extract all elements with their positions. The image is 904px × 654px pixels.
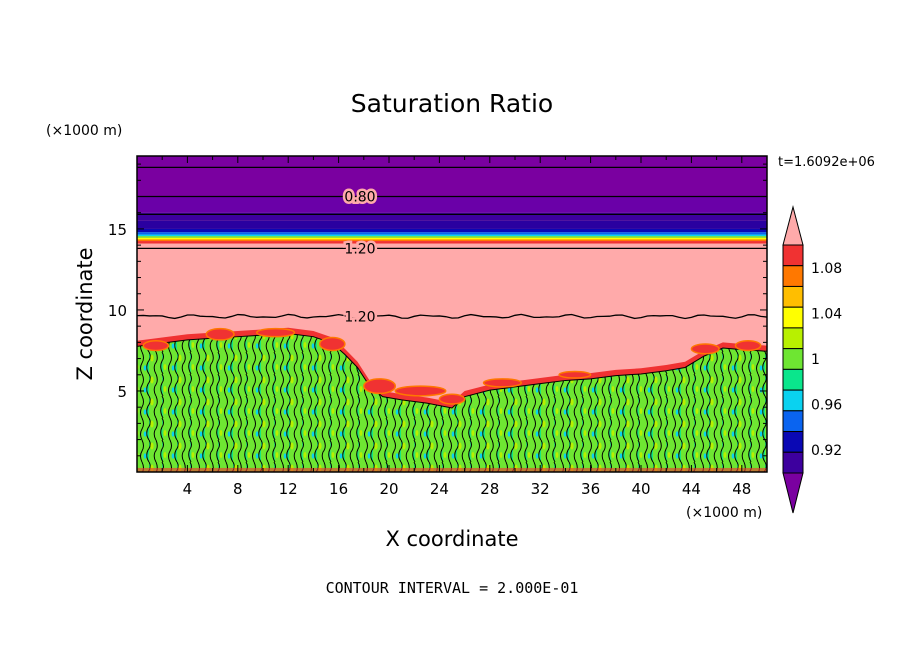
- layer-band-8: [137, 237, 767, 240]
- plot-area: [137, 156, 767, 472]
- x-tick-label-8: 8: [233, 480, 243, 498]
- x-tick-label-32: 32: [531, 480, 550, 498]
- x-units-label: (×1000 m): [686, 505, 762, 521]
- x-tick-label-12: 12: [279, 480, 298, 498]
- colorbar-label-1: 0.96: [811, 398, 842, 414]
- colorbar-box-0: [782, 244, 804, 267]
- y-tick-label-15: 15: [108, 221, 127, 239]
- supersaturation-patch-4: [363, 378, 397, 395]
- colorbar-box-9: [782, 431, 804, 453]
- colorbar-box-1: [782, 265, 804, 287]
- supersaturation-patch-9: [690, 343, 720, 355]
- supersaturation-patch-7: [482, 378, 523, 388]
- colorbar-label-2: 1: [811, 352, 820, 368]
- supersaturation-patch-8: [558, 370, 592, 379]
- layer-band-4: [137, 228, 767, 233]
- x-tick-label-4: 4: [183, 480, 193, 498]
- layer-band-10: [137, 241, 767, 244]
- time-label: t=1.6092e+06: [778, 155, 875, 170]
- surface-strip: [137, 467, 767, 472]
- layer-band-0: [137, 156, 767, 197]
- colorbar-box-10: [782, 451, 804, 474]
- supersaturation-patch-0: [142, 339, 170, 352]
- layer-band-9: [137, 239, 767, 242]
- contour-label-0: 0.80: [344, 190, 375, 206]
- colorbar: 0.92 0.96 1 1.04 1.08: [782, 205, 842, 514]
- x-tick-label-44: 44: [682, 480, 701, 498]
- contour-labels: 0.80 1.20 1.20: [342, 187, 378, 328]
- colorbar-label-0: 0.92: [811, 443, 842, 459]
- supersaturation-patch-2: [255, 327, 296, 338]
- colorbar-min-arrow: [782, 472, 804, 514]
- layer-band-6: [137, 234, 767, 237]
- x-tick-label-40: 40: [631, 480, 650, 498]
- x-axis-label: X coordinate: [385, 527, 518, 551]
- supersaturation-patch-1: [205, 327, 235, 341]
- colorbar-box-2: [782, 285, 804, 308]
- contour-line-lower: [137, 313, 767, 320]
- colorbar-box-3: [782, 306, 804, 329]
- colorbar-label-4: 1.08: [811, 261, 842, 277]
- contour-label-1: 1.20: [344, 241, 375, 257]
- y-units-label: (×1000 m): [46, 123, 122, 139]
- colorbar-box-7: [782, 389, 804, 412]
- supersaturation-patch-6: [438, 393, 466, 405]
- plot-frame: [136, 155, 768, 473]
- supersaturation-patch-10: [734, 339, 762, 352]
- y-tick-label-10: 10: [108, 302, 127, 320]
- supersaturation-patch-3: [318, 336, 346, 352]
- supersaturation-patch-5: [394, 385, 447, 397]
- layer-band-5: [137, 232, 767, 235]
- colorbar-label-3: 1.04: [811, 306, 842, 322]
- x-tick-label-48: 48: [732, 480, 751, 498]
- colorbar-box-6: [782, 368, 804, 391]
- x-tick-label-16: 16: [329, 480, 348, 498]
- layer-band-2: [137, 212, 767, 221]
- x-tick-label-20: 20: [379, 480, 398, 498]
- colorbar-box-4: [782, 327, 804, 350]
- colorbar-box-5: [782, 348, 804, 370]
- contour-interval-footer: CONTOUR INTERVAL = 2.000E-01: [326, 579, 579, 597]
- x-tick-label-28: 28: [480, 480, 499, 498]
- colorbar-box-8: [782, 410, 804, 433]
- x-axis: 4 8 12 16 20 24 28 32 36 40 44 48: [136, 156, 768, 498]
- y-axis: 5 10 15: [108, 163, 767, 457]
- layer-band-3: [137, 220, 767, 229]
- layer-band-7: [137, 236, 767, 238]
- colorbar-max-arrow: [782, 205, 804, 246]
- y-axis-label: Z coordinate: [73, 247, 97, 380]
- x-tick-label-36: 36: [581, 480, 600, 498]
- chart-title: Saturation Ratio: [351, 89, 553, 118]
- y-tick-label-5: 5: [117, 383, 127, 401]
- cloud-region: [137, 332, 767, 472]
- x-tick-label-24: 24: [430, 480, 449, 498]
- layer-band-1: [137, 196, 767, 213]
- contour-label-2: 1.20: [344, 309, 375, 325]
